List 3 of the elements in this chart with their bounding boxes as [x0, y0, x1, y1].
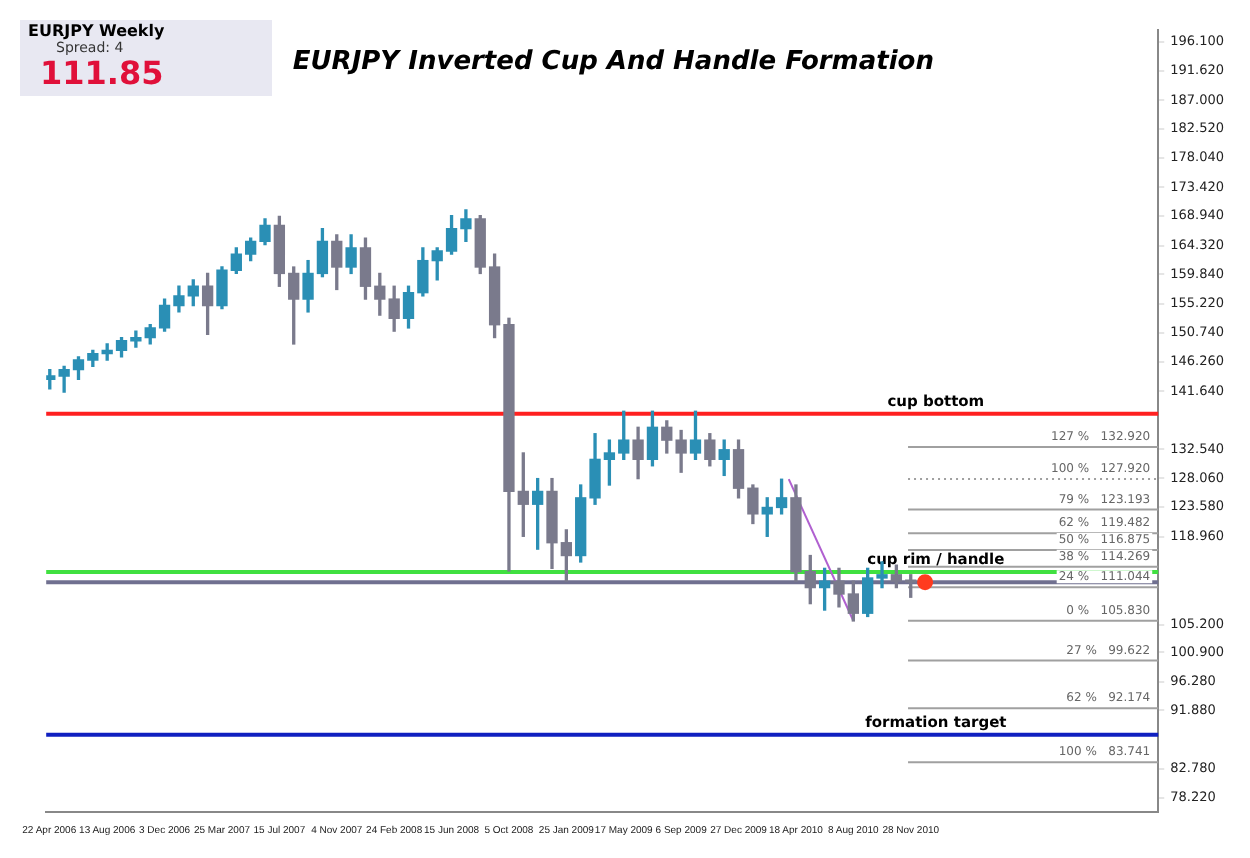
text: EURJPY Inverted Cup And Handle Formation — [292, 46, 934, 77]
annotation: EURJPY Weekly — [28, 22, 167, 41]
annotation: 111.85 — [38, 54, 166, 93]
